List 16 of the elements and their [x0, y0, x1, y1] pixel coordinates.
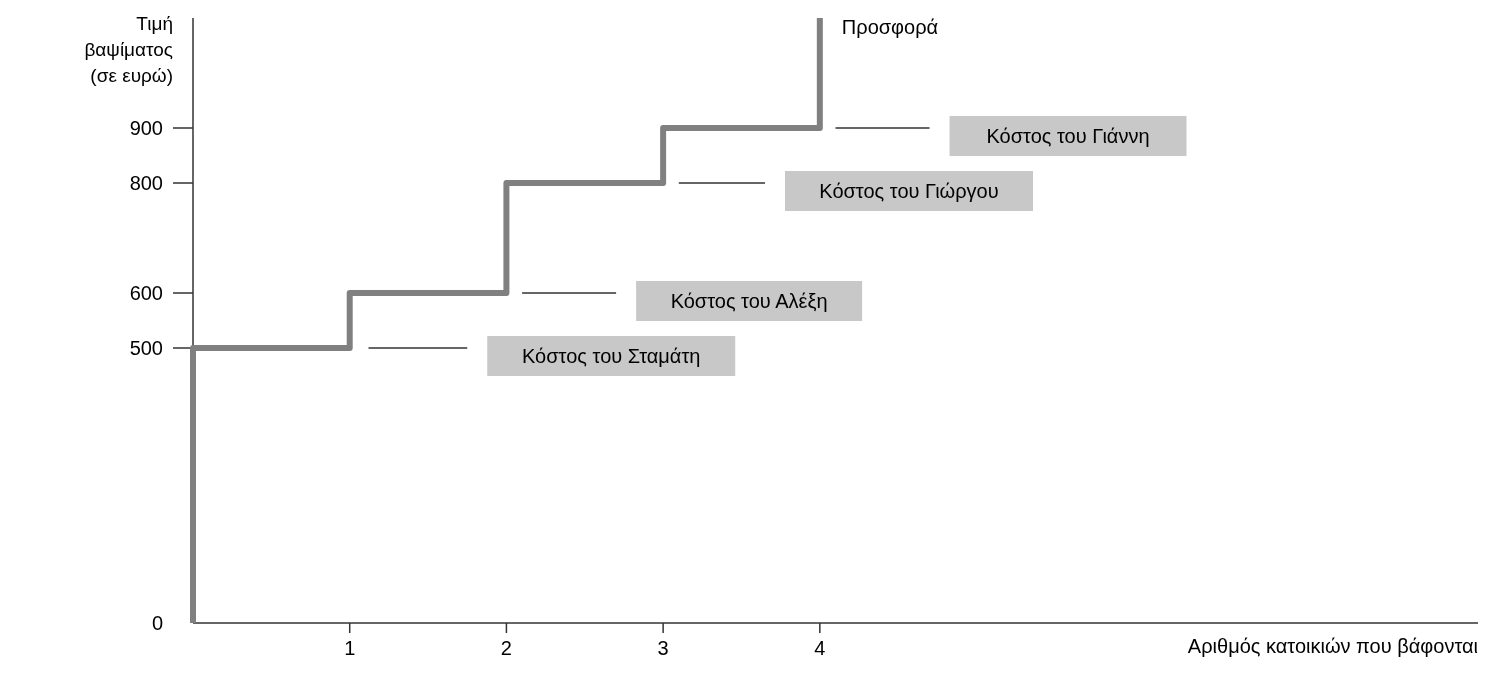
y-axis-title: Τιμή βαψίματος (σε ευρώ) — [84, 13, 173, 86]
x-tick-label: 4 — [814, 637, 826, 659]
x-tick-label: 1 — [344, 637, 356, 659]
series-label: Προσφορά — [841, 16, 939, 38]
text: Κόστος του Αλέξη — [670, 290, 828, 312]
y-tick-label: 800 — [129, 172, 163, 194]
text: Κόστος του Σταμάτη — [522, 345, 701, 367]
x-tick-label: 3 — [657, 637, 669, 659]
x-axis-title: Αριθμός κατοικιών που βάφονται — [1187, 635, 1478, 657]
x-tick-label: 2 — [500, 637, 512, 659]
y-tick-label: 0 — [151, 612, 163, 634]
text: Κόστος του Γιώργου — [819, 180, 999, 202]
text: Κόστος του Γιάννη — [986, 125, 1150, 147]
y-tick-label: 500 — [129, 337, 163, 359]
y-tick-label: 900 — [129, 117, 163, 139]
y-tick-label: 600 — [129, 282, 163, 304]
